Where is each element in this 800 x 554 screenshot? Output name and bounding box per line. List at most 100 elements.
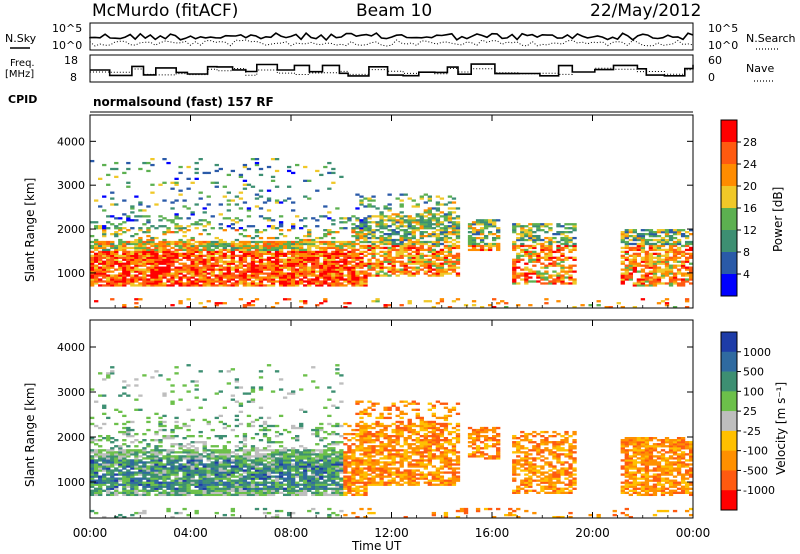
heatmap-cell xyxy=(311,250,316,254)
heatmap-cell xyxy=(206,493,211,497)
heatmap-cell xyxy=(512,264,517,267)
heatmap-cell xyxy=(270,157,276,161)
heatmap-cell xyxy=(274,302,280,305)
heatmap-cell xyxy=(347,463,352,466)
heatmap-cell xyxy=(166,453,171,456)
heatmap-cell xyxy=(158,420,163,424)
heatmap-cell xyxy=(339,477,344,480)
heatmap-cell xyxy=(174,266,179,269)
heatmap-cell xyxy=(540,248,545,252)
heatmap-cell xyxy=(258,457,264,460)
heatmap-cell xyxy=(443,254,449,257)
heatmap-cell xyxy=(295,268,300,271)
heatmap-cell xyxy=(138,167,143,171)
heatmap-cell xyxy=(483,242,489,246)
heatmap-cell xyxy=(524,231,529,234)
heatmap-cell xyxy=(226,479,231,482)
heatmap-cell xyxy=(238,262,244,265)
heatmap-cell xyxy=(246,465,252,468)
heatmap-cell xyxy=(90,246,95,250)
heatmap-cell xyxy=(106,459,111,462)
heatmap-cell xyxy=(174,272,179,275)
heatmap-cell xyxy=(206,459,211,462)
heatmap-cell xyxy=(238,469,244,472)
heatmap-cell xyxy=(114,232,119,236)
heatmap-cell xyxy=(339,250,344,254)
freq-tick-bottom: 8 xyxy=(70,71,77,84)
heatmap-cell xyxy=(303,238,308,242)
heatmap-cell xyxy=(226,485,231,488)
heatmap-cell xyxy=(286,298,292,301)
heatmap-cell xyxy=(266,489,272,492)
heatmap-cell xyxy=(202,463,207,466)
heatmap-cell xyxy=(158,428,163,432)
heatmap-cell xyxy=(218,266,223,269)
heatmap-cell xyxy=(512,262,517,265)
heatmap-cell xyxy=(174,270,179,273)
heatmap-cell xyxy=(528,304,533,307)
heatmap-cell xyxy=(286,461,292,464)
heatmap-cell xyxy=(516,238,521,242)
heatmap-cell xyxy=(102,404,107,407)
heatmap-cell xyxy=(222,266,227,269)
power-colorbar-segment xyxy=(721,142,737,165)
heatmap-cell xyxy=(496,248,501,252)
heatmap-cell xyxy=(102,250,107,254)
heatmap-cell xyxy=(395,213,400,216)
heatmap-cell xyxy=(210,457,215,460)
heatmap-cell xyxy=(166,483,171,486)
heatmap-cell xyxy=(672,236,678,240)
heatmap-cell xyxy=(323,430,328,434)
heatmap-cell xyxy=(282,262,288,265)
heatmap-cell xyxy=(194,274,199,277)
heatmap-cell xyxy=(327,272,332,275)
heatmap-cell xyxy=(423,270,428,273)
heatmap-cell xyxy=(182,266,187,269)
heatmap-cell xyxy=(130,205,135,208)
heatmap-cell xyxy=(106,479,111,482)
heatmap-cell xyxy=(174,461,179,464)
heatmap-cell xyxy=(166,244,171,248)
heatmap-cell xyxy=(94,240,99,244)
heatmap-cell xyxy=(335,432,340,436)
heatmap-cell xyxy=(154,250,159,254)
heatmap-cell xyxy=(282,278,288,281)
heatmap-cell xyxy=(154,262,159,265)
heatmap-cell xyxy=(186,469,191,472)
heatmap-cell xyxy=(134,491,139,494)
heatmap-cell xyxy=(363,234,368,238)
heatmap-cell xyxy=(238,473,244,476)
heatmap-cell xyxy=(656,231,662,234)
heatmap-cell xyxy=(496,236,501,240)
heatmap-cell xyxy=(198,471,203,474)
heatmap-cell xyxy=(307,232,312,236)
heatmap-cell xyxy=(230,248,236,252)
heatmap-cell xyxy=(383,266,388,269)
heatmap-cell xyxy=(154,463,159,466)
heatmap-cell xyxy=(620,254,625,257)
heatmap-cell xyxy=(222,282,227,285)
heatmap-cell xyxy=(383,252,388,255)
heatmap-cell xyxy=(315,477,320,480)
heatmap-cell xyxy=(106,264,111,267)
heatmap-cell xyxy=(106,489,111,492)
heatmap-cell xyxy=(250,455,256,458)
heatmap-cell xyxy=(266,236,272,240)
heatmap-cell xyxy=(367,225,372,228)
heatmap-cell xyxy=(238,246,244,250)
heatmap-cell xyxy=(274,477,280,480)
heatmap-cell xyxy=(278,457,284,460)
heatmap-cell xyxy=(266,274,272,277)
heatmap-cell xyxy=(524,280,529,283)
heatmap-cell xyxy=(166,507,171,511)
heatmap-cell xyxy=(451,201,457,204)
heatmap-cell xyxy=(162,260,167,263)
heatmap-cell xyxy=(335,282,340,285)
heatmap-cell xyxy=(327,515,332,519)
heatmap-cell xyxy=(299,465,304,468)
heatmap-cell xyxy=(286,256,292,259)
heatmap-cell xyxy=(383,225,388,228)
heatmap-cell xyxy=(166,274,171,277)
heatmap-cell xyxy=(379,211,384,214)
heatmap-cell xyxy=(431,213,437,216)
